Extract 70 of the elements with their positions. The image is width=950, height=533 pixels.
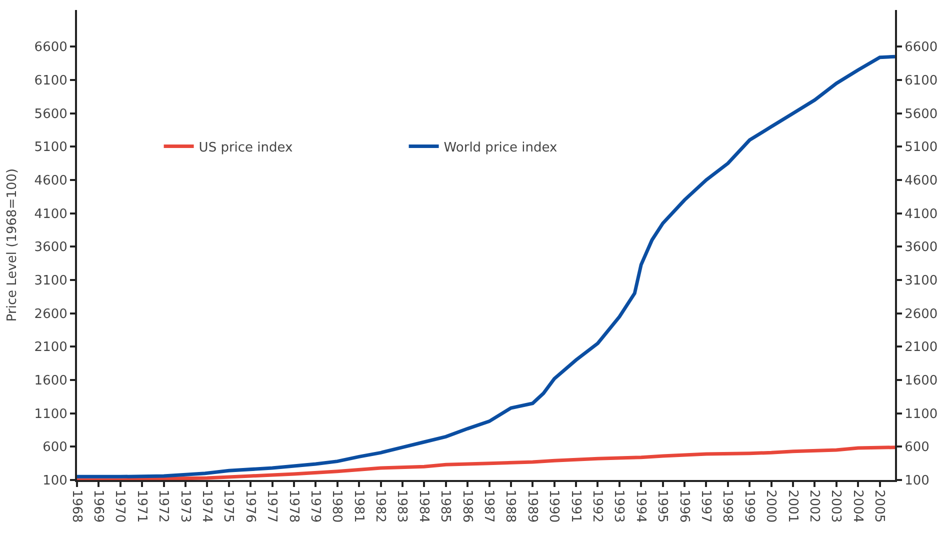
x-tick-label: 1969 [90,490,106,523]
x-tick-label: 1973 [177,490,192,523]
x-tick-label: 1998 [720,490,735,523]
y2-tick-label: 3600 [904,240,938,256]
y2-tick-label: 4100 [904,206,938,222]
y2-tick-label: 5100 [904,140,938,156]
x-tick-label: 2002 [806,490,822,523]
y2-tick-label: 2600 [904,306,938,322]
x-tick-label: 1995 [654,490,670,523]
y-tick-label: 2100 [34,340,68,356]
x-tick-label: 1978 [286,490,301,523]
x-tick-label: 1976 [242,490,258,523]
legend-label: US price index [198,140,294,156]
x-tick-label: 1985 [438,490,453,523]
line-series [77,54,895,478]
x-tick-label: 2005 [872,490,887,523]
x-tick-label: 1992 [590,490,605,523]
y2-tick-label: 600 [904,440,930,456]
x-tick-label: 1975 [220,490,236,523]
x-tick-label: 1970 [112,490,128,523]
x-tick-label: 1974 [198,490,214,523]
x-tick-label: 1990 [546,490,562,523]
y-tick-label: 1100 [34,406,68,422]
x-tick-label: 1977 [264,490,280,523]
y2-tick-label: 1100 [904,406,938,422]
y2-tick-label: 2100 [904,340,938,356]
x-tick-label: 1989 [524,490,540,523]
y2-tick-label: 6600 [904,40,938,56]
y2-tick-label: 100 [904,474,930,489]
y-tick-label: 3600 [34,240,68,256]
x-tick-label: 1994 [632,490,648,523]
y-tick-label: 6100 [34,74,68,89]
x-tick-label: 1986 [459,490,474,523]
x-tick-label: 1987 [481,490,496,523]
x-tick-label: 1996 [676,490,692,523]
y-tick-label: 5600 [34,106,68,122]
y-tick-label: 5100 [34,140,68,156]
y-tick-label: 4100 [34,206,68,222]
y2-tick-label: 4600 [904,174,938,189]
y2-tick-label: 3100 [904,274,938,289]
x-tick-label: 1993 [611,490,626,523]
y-tick-label: 1600 [34,374,68,389]
x-tick-label: 1971 [134,490,149,523]
x-tick-label: 1979 [307,490,322,523]
x-tick-label: 1968 [68,490,84,523]
y-axis-title: Price Level (1968=100) [4,168,20,322]
x-tick-label: 1980 [329,490,344,523]
x-tick-label: 1983 [394,490,410,523]
y-tick-label: 2600 [34,306,68,322]
y-tick-label: 3100 [34,274,68,289]
x-tick-label: 1991 [568,490,583,523]
y-tick-label: 100 [42,474,68,489]
x-tick-label: 2001 [784,490,800,523]
legend-label: World price index [444,140,558,156]
y-tick-label: 600 [42,440,68,456]
x-tick-label: 2003 [828,490,844,523]
x-tick-label: 1981 [350,490,366,523]
x-tick-label: 2000 [763,490,778,523]
y2-tick-label: 5600 [904,106,938,122]
x-tick-label: 1984 [416,490,431,523]
x-tick-label: 1997 [698,490,714,523]
y-tick-label: 4600 [34,174,68,189]
y2-tick-label: 6100 [904,74,938,89]
x-tick-label: 1999 [741,490,756,523]
x-tick-label: 1988 [502,490,518,523]
y2-tick-label: 1600 [904,374,938,389]
x-tick-label: 1982 [372,490,388,523]
x-tick-label: 1972 [156,490,171,523]
y-tick-label: 6600 [34,40,68,56]
x-tick-label: 2004 [850,490,865,523]
